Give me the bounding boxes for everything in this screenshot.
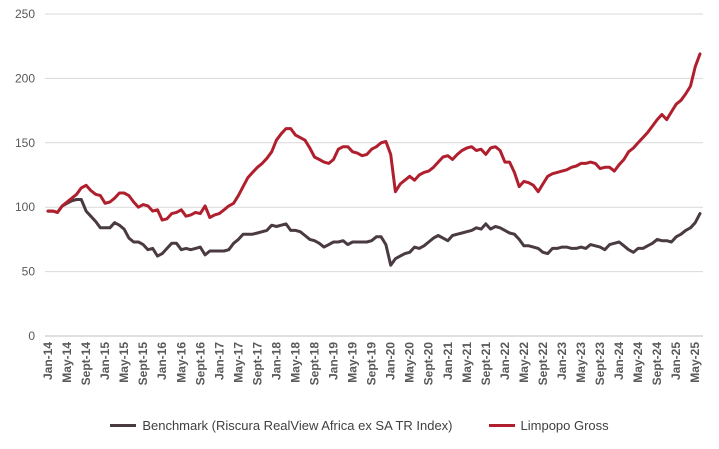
x-tick-label: May-19: [346, 342, 360, 383]
x-tick-label: May-25: [688, 342, 702, 383]
y-tick-label: 0: [28, 329, 35, 343]
y-tick-label: 250: [15, 7, 35, 21]
legend-item-benchmark: Benchmark (Riscura RealView Africa ex SA…: [110, 418, 453, 433]
x-tick-label: May-22: [517, 342, 531, 383]
x-tick-label: May-16: [174, 342, 188, 383]
x-tick-label: Jan-24: [612, 342, 626, 380]
x-tick-label: Jan-17: [212, 342, 226, 380]
x-tick-label: May-23: [574, 342, 588, 383]
x-tick-label: Jan-20: [384, 342, 398, 380]
legend-swatch-limpopo: [488, 424, 515, 427]
legend-swatch-benchmark: [110, 424, 137, 427]
x-tick-label: May-14: [60, 342, 74, 383]
x-tick-label: Sept-17: [250, 342, 264, 386]
x-tick-label: Sept-24: [650, 342, 664, 386]
x-tick-label: Jan-22: [498, 342, 512, 380]
x-tick-label: May-24: [631, 342, 645, 383]
x-tick-label: May-20: [403, 342, 417, 383]
x-tick-label: Sept-22: [536, 342, 550, 386]
y-tick-label: 50: [22, 265, 36, 279]
x-tick-label: Sept-16: [193, 342, 207, 386]
y-tick-label: 150: [15, 136, 35, 150]
x-tick-label: Sept-23: [593, 342, 607, 386]
legend: Benchmark (Riscura RealView Africa ex SA…: [0, 418, 719, 433]
series-lines: [46, 52, 702, 267]
x-tick-label: Jan-14: [41, 342, 55, 380]
x-tick-label: Jan-25: [669, 342, 683, 380]
x-tick-label: Sept-15: [136, 342, 150, 386]
x-tick-label: May-15: [117, 342, 131, 383]
x-tick-label: May-21: [460, 342, 474, 383]
x-tick-label: Jan-15: [98, 342, 112, 380]
legend-label-limpopo: Limpopo Gross: [520, 418, 609, 433]
y-tick-label: 200: [15, 71, 35, 85]
y-axis-tick-labels: 0 50 100 150 200 250: [15, 7, 35, 343]
x-tick-label: Jan-23: [555, 342, 569, 380]
x-tick-label: Jan-21: [441, 342, 455, 380]
x-tick-label: Jan-19: [327, 342, 341, 380]
series-line-benchmark: [46, 198, 702, 267]
x-tick-label: May-17: [231, 342, 245, 383]
x-axis-tick-labels: Jan-14 May-14 Sept-14 Jan-15 May-15 Sept-15 Ja…: [41, 342, 702, 386]
x-tick-label: Sept-14: [79, 342, 93, 386]
y-tick-label: 100: [15, 200, 35, 214]
x-tick-label: Sept-18: [308, 342, 322, 386]
grid-lines: [45, 13, 703, 273]
legend-item-limpopo: Limpopo Gross: [488, 418, 609, 433]
x-tick-label: Sept-20: [422, 342, 436, 386]
x-tick-label: Sept-21: [479, 342, 493, 386]
x-tick-label: Sept-19: [365, 342, 379, 386]
legend-label-benchmark: Benchmark (Riscura RealView Africa ex SA…: [142, 418, 453, 433]
x-tick-label: May-18: [288, 342, 302, 383]
x-tick-label: Jan-16: [155, 342, 169, 380]
series-line-limpopo-gross: [46, 52, 702, 222]
x-tick-label: Jan-18: [269, 342, 283, 380]
